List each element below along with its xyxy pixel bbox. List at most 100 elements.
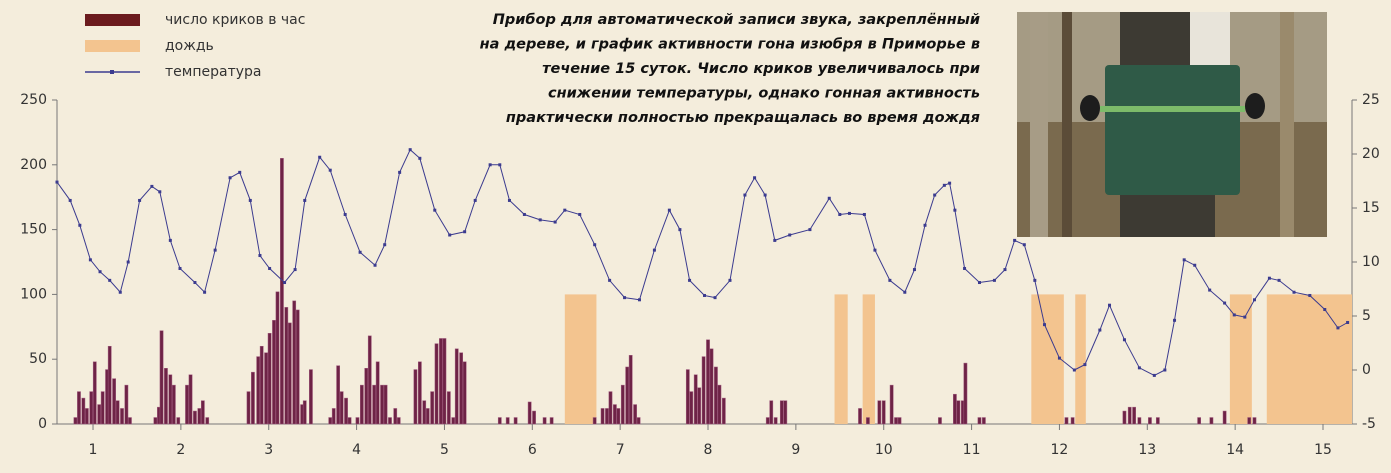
caption-line: практически полностью прекращалась во вр…	[506, 110, 980, 126]
y-tick-label: 150	[20, 222, 47, 238]
temperature-marker	[489, 163, 492, 166]
call-bar	[714, 367, 717, 424]
call-bar	[177, 418, 180, 424]
temperature-marker	[788, 234, 791, 237]
temperature-marker	[1173, 319, 1176, 322]
y-tick-label: 0	[38, 416, 47, 432]
x-tick-label: 9	[791, 442, 800, 458]
call-bar	[260, 346, 263, 424]
temperature-marker	[418, 157, 421, 160]
photo-tree	[1280, 12, 1294, 237]
y2-tick-label: 10	[1362, 254, 1380, 270]
call-bar	[309, 370, 312, 424]
call-bar	[423, 401, 426, 424]
call-bar	[460, 353, 463, 424]
call-bar	[698, 388, 701, 424]
call-bar	[172, 385, 175, 424]
x-tick-label: 2	[176, 442, 185, 458]
photo-microphone	[1080, 95, 1100, 121]
call-bar	[384, 385, 387, 424]
temperature-marker	[828, 197, 831, 200]
call-bar	[288, 323, 291, 424]
call-bar	[98, 405, 101, 424]
temperature-marker	[1073, 369, 1076, 372]
chart: 050100150200250-505101520251234567891011…	[0, 0, 1391, 473]
temperature-marker	[963, 267, 966, 270]
call-bar	[82, 398, 85, 424]
call-bar	[340, 392, 343, 424]
call-bar	[593, 418, 596, 424]
temperature-marker	[1183, 258, 1186, 261]
temperature-marker	[344, 213, 347, 216]
temperature-marker	[1278, 279, 1281, 282]
temperature-marker	[808, 228, 811, 231]
temperature-marker	[1336, 326, 1339, 329]
y2-tick-label: 20	[1362, 146, 1380, 162]
x-tick-label: 3	[264, 442, 273, 458]
temperature-marker	[638, 298, 641, 301]
x-tick-label: 6	[528, 442, 537, 458]
call-bar	[380, 385, 383, 424]
temperature-marker	[138, 199, 141, 202]
temperature-marker	[953, 209, 956, 212]
temperature-marker	[1023, 243, 1026, 246]
call-bar	[264, 353, 267, 424]
temperature-marker	[1323, 308, 1326, 311]
temperature-marker	[1083, 363, 1086, 366]
call-bar	[356, 418, 359, 424]
call-bar	[605, 408, 608, 424]
x-tick-label: 4	[352, 442, 361, 458]
call-bar	[447, 392, 450, 424]
call-bar	[257, 357, 260, 424]
call-bar	[1065, 418, 1068, 424]
temperature-marker	[678, 228, 681, 231]
call-bar	[601, 408, 604, 424]
call-bar	[532, 411, 535, 424]
temperature-marker	[78, 224, 81, 227]
call-bar	[414, 370, 417, 424]
temperature-marker	[108, 279, 111, 282]
call-bar	[285, 307, 288, 424]
call-bar	[1223, 411, 1226, 424]
temperature-marker	[69, 199, 72, 202]
call-bar	[964, 363, 967, 424]
temperature-marker	[993, 279, 996, 282]
call-bar	[388, 418, 391, 424]
call-bar	[637, 418, 640, 424]
call-bar	[337, 366, 340, 424]
call-bar	[296, 310, 299, 424]
call-bar	[418, 362, 421, 424]
y2-tick-label: 0	[1362, 362, 1371, 378]
temperature-marker	[258, 254, 261, 257]
temperature-marker	[1033, 279, 1036, 282]
call-bar	[528, 402, 531, 424]
temperature-marker	[623, 296, 626, 299]
call-bar	[766, 418, 769, 424]
call-bar	[1198, 418, 1201, 424]
call-bar	[431, 392, 434, 424]
temperature-marker	[668, 209, 671, 212]
temperature-marker	[178, 267, 181, 270]
temperature-marker	[913, 268, 916, 271]
rain-span	[1075, 294, 1086, 424]
call-bar	[978, 418, 981, 424]
call-bar	[85, 408, 88, 424]
call-bar	[686, 370, 689, 424]
temperature-marker	[294, 268, 297, 271]
call-bar	[276, 292, 279, 424]
call-bar	[894, 418, 897, 424]
photo-device	[1105, 65, 1240, 195]
temperature-marker	[398, 171, 401, 174]
temperature-marker	[127, 261, 130, 264]
x-tick-label: 1	[89, 442, 98, 458]
call-bar	[498, 418, 501, 424]
call-bar	[101, 392, 104, 424]
y2-tick-label: 25	[1362, 92, 1380, 108]
temperature-marker	[463, 230, 466, 233]
temperature-marker	[1123, 338, 1126, 341]
photo-tree	[1062, 12, 1072, 237]
temperature-marker	[888, 279, 891, 282]
call-bar	[169, 375, 172, 424]
temperature-marker	[753, 176, 756, 179]
temperature-marker	[764, 194, 767, 197]
